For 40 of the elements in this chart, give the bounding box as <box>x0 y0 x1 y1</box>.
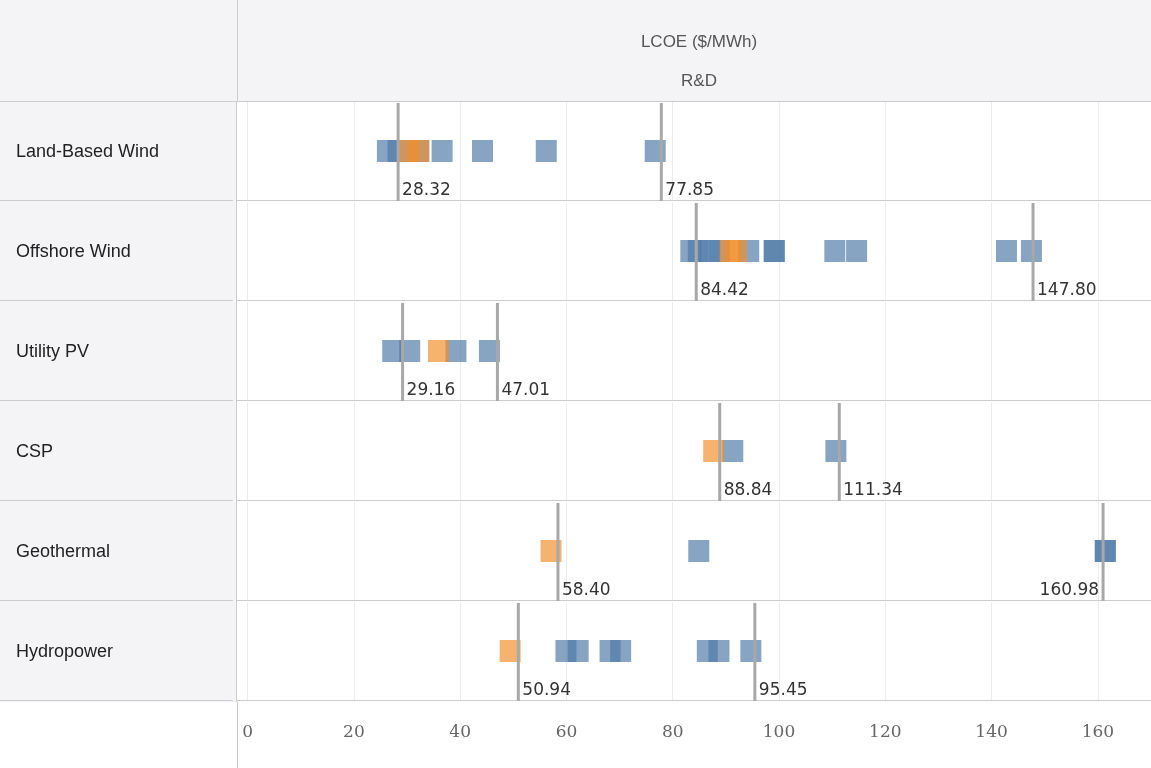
ref-line-label: 111.34 <box>843 479 903 499</box>
ref-line-label: 29.16 <box>406 379 456 399</box>
ref-line-label: 160.98 <box>1039 579 1100 599</box>
y-tick-label: Offshore Wind <box>16 241 131 261</box>
ref-line-label: 47.01 <box>501 379 551 399</box>
ref-line-label: 95.45 <box>758 679 808 699</box>
y-tick-label: Geothermal <box>16 541 111 561</box>
point <box>610 640 632 662</box>
x-tick-label: 120 <box>869 720 902 741</box>
chart-subtitle: R&D <box>681 71 717 90</box>
x-tick-label: 160 <box>1081 720 1115 741</box>
point <box>708 640 730 662</box>
ref-line-label: 84.42 <box>700 279 749 299</box>
ref-line-label: 77.85 <box>665 179 714 199</box>
ref-line-label: 88.84 <box>723 479 773 499</box>
point <box>824 240 846 262</box>
ref-line-label: 50.94 <box>522 679 571 699</box>
x-tick-label: 80 <box>661 720 684 741</box>
x-tick-label: 60 <box>555 720 578 741</box>
chart-title: LCOE ($/MWh) <box>640 32 758 51</box>
y-tick-label: Utility PV <box>16 341 90 361</box>
ref-line-label: 58.40 <box>561 579 611 599</box>
y-tick-label: CSP <box>16 441 54 461</box>
point <box>567 640 589 662</box>
x-tick-label: 40 <box>449 720 472 741</box>
ref-line-label: 147.80 <box>1037 279 1097 299</box>
point <box>427 340 449 362</box>
ref-line-label: 28.32 <box>402 179 451 199</box>
x-tick-label: 20 <box>343 720 365 741</box>
point <box>846 240 868 262</box>
y-tick-label: Land-Based Wind <box>16 141 160 161</box>
x-tick-label: 0 <box>242 720 254 741</box>
x-tick-label: 100 <box>762 720 796 741</box>
point <box>726 240 748 262</box>
y-tick-label: Hydropower <box>16 641 114 661</box>
point <box>995 240 1017 262</box>
point <box>431 140 453 162</box>
point <box>472 140 493 162</box>
point <box>535 140 557 162</box>
x-tick-label: 140 <box>975 720 1008 741</box>
